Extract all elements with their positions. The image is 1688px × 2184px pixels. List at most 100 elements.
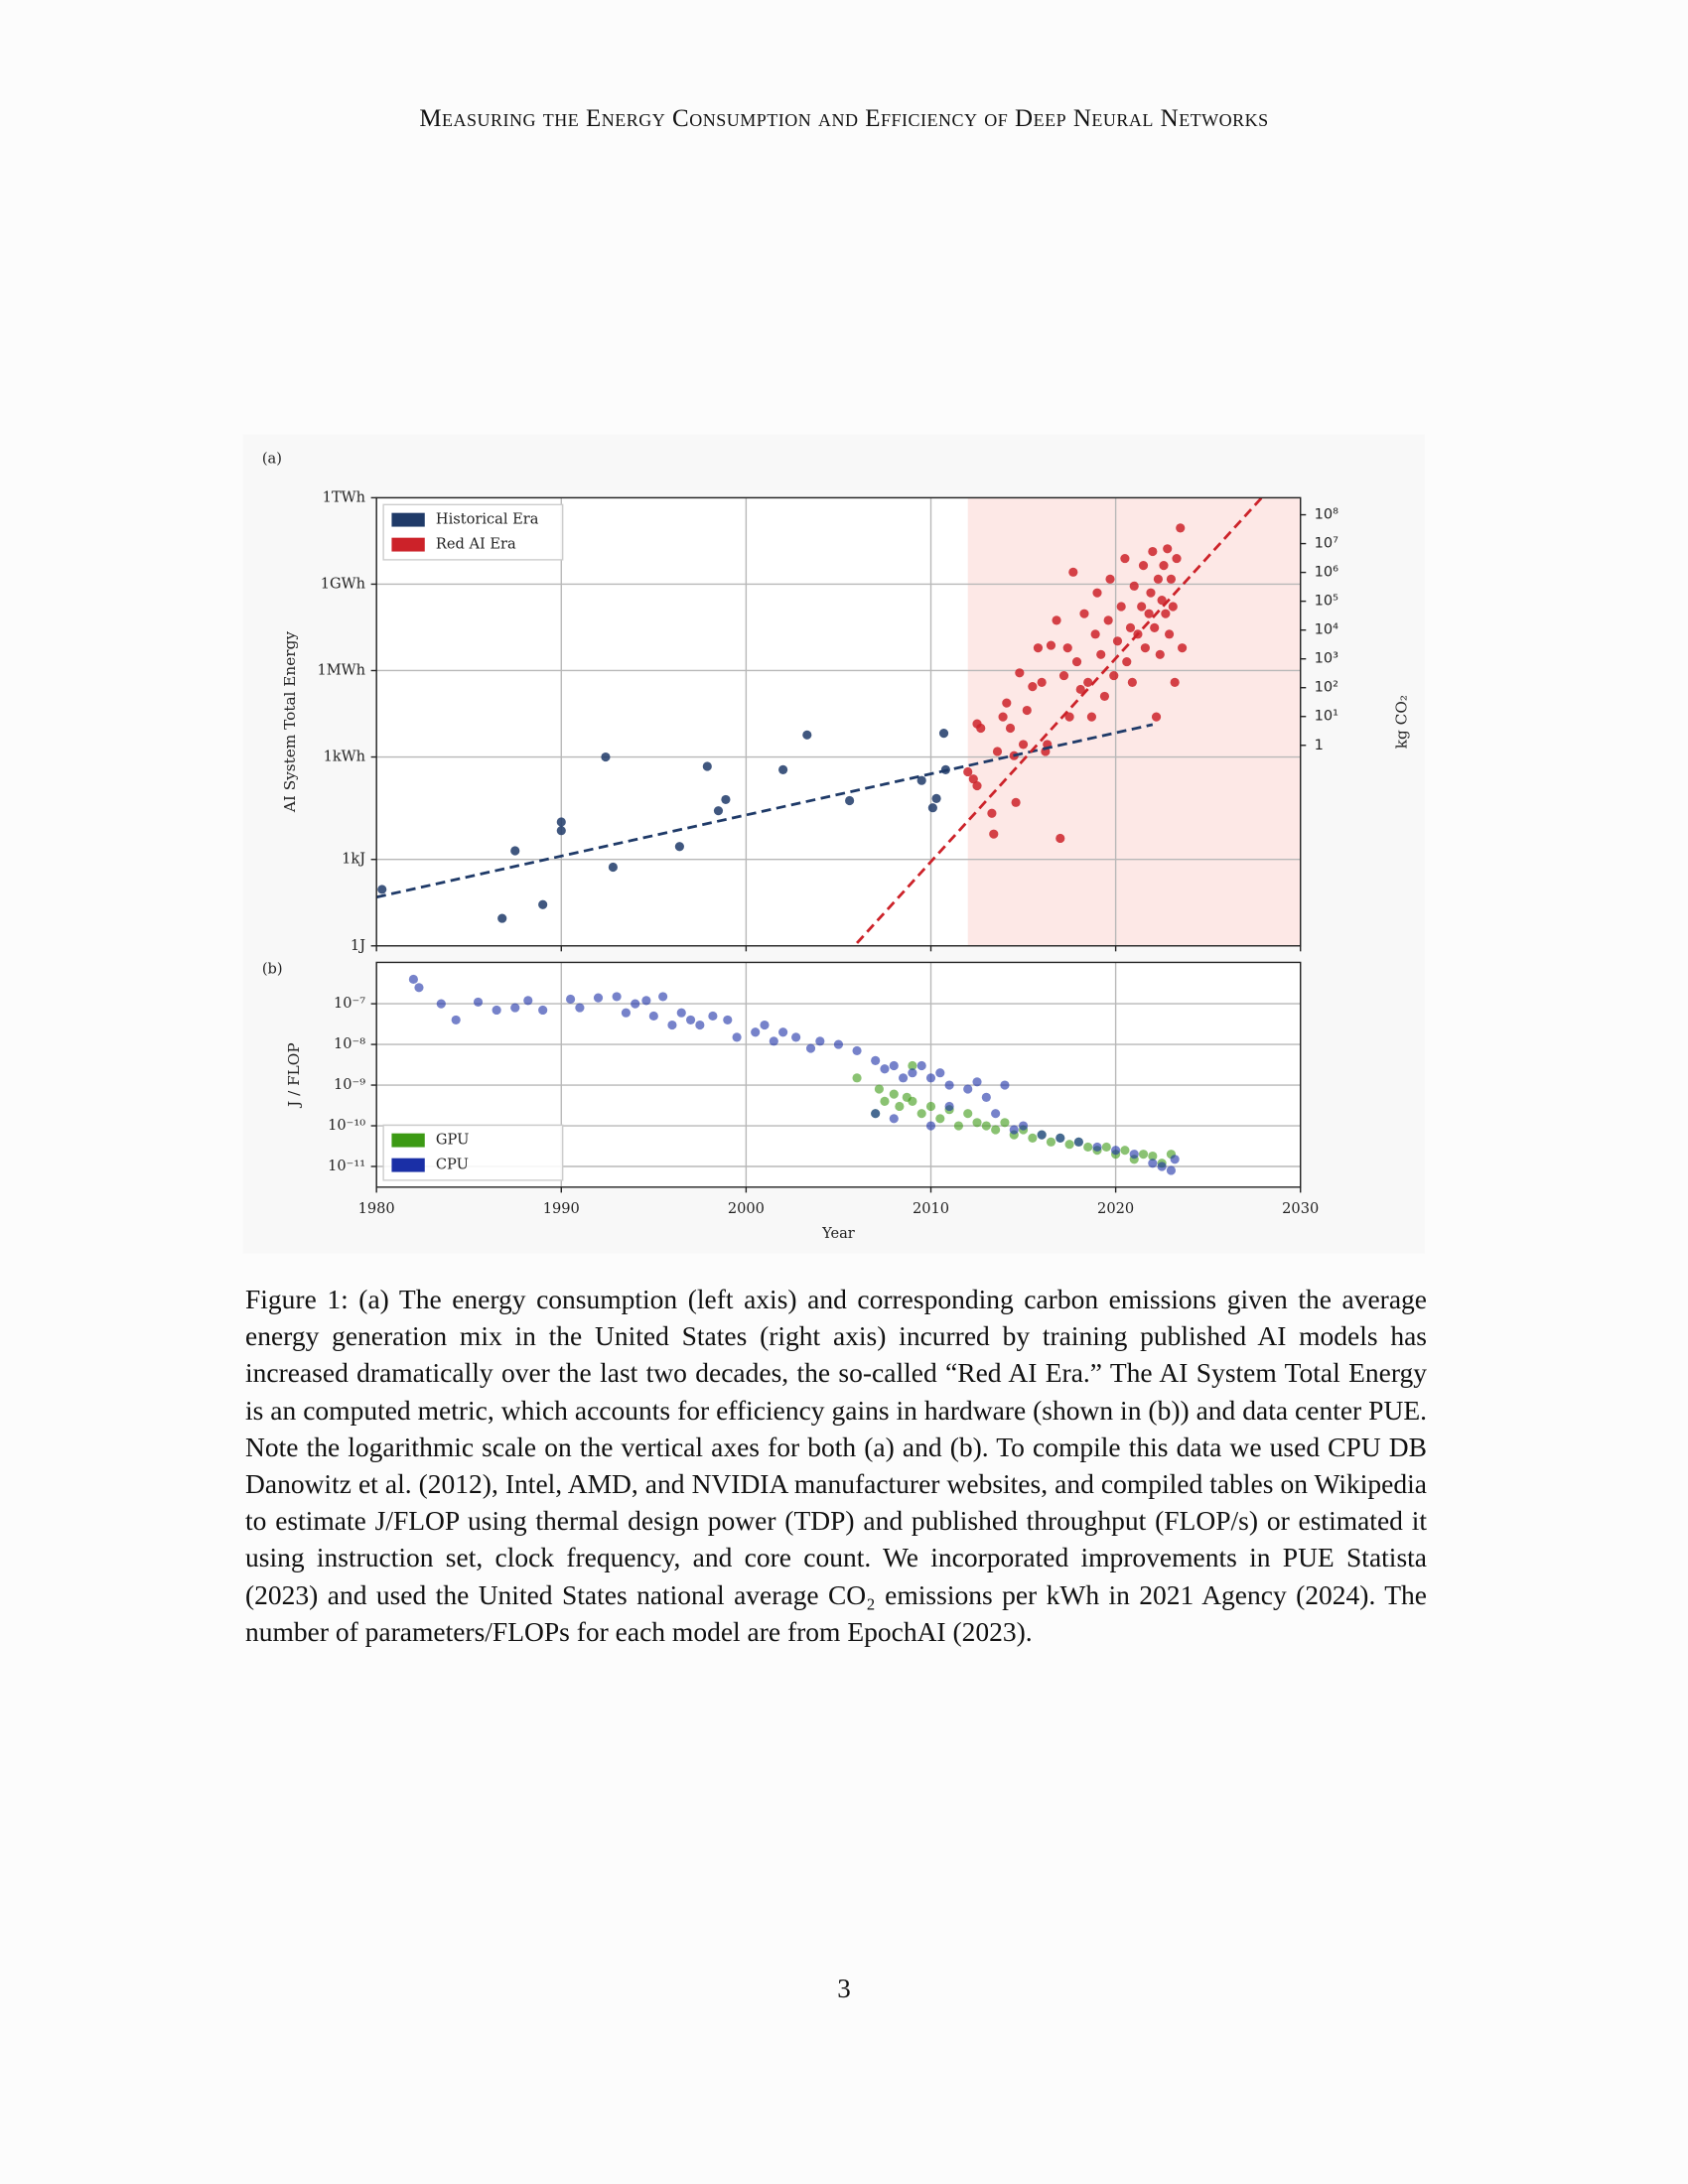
data-point [1153,574,1163,584]
data-point [1151,712,1162,722]
data-point [510,846,520,856]
trend-line [375,723,1154,899]
data-point [1015,668,1025,678]
trend-line [856,496,1263,944]
data-point [769,1036,778,1046]
data-point [889,1114,899,1124]
data-point [1120,554,1130,564]
data-point [492,1005,501,1016]
y-tick-label: 10⁻¹⁰ [328,1117,365,1134]
data-point [631,999,640,1009]
y-tick-label: 10⁻⁸ [334,1035,365,1052]
data-point [1148,1151,1158,1161]
data-point [1018,1121,1029,1131]
data-point [377,885,387,894]
data-point [935,1114,945,1124]
data-point [658,992,668,1002]
data-point [451,1015,461,1024]
data-point [1071,656,1082,667]
data-point [778,764,788,774]
data-point [981,1092,991,1102]
data-point [1058,671,1069,681]
data-point [874,1084,884,1094]
y-tick-label: 10⁻⁷ [334,995,365,1012]
data-point [972,780,982,791]
data-point [1176,523,1186,533]
data-point [510,1003,520,1013]
data-point [938,729,949,739]
data-point [497,913,507,923]
data-point [695,1020,705,1030]
data-point [674,842,684,852]
data-point [976,723,986,734]
data-point [991,1109,1001,1119]
y-tick-label: 1MWh [317,661,365,678]
data-point [925,1073,936,1083]
data-point [927,803,937,813]
legend-label: CPU [436,1157,469,1173]
data-point [1112,636,1123,646]
panel-label: (a) [262,450,282,467]
legend-swatch [391,537,425,552]
data-point [1046,640,1056,650]
data-point [925,1121,936,1131]
data-point [1033,643,1044,653]
y-axis-label: J / FLOP [285,1042,303,1108]
data-point [723,1015,733,1024]
data-point [1002,698,1012,708]
panel-label: (b) [262,960,283,977]
data-point [1092,588,1102,598]
legend-label: GPU [436,1132,469,1149]
data-point [1168,602,1178,612]
data-point [1037,677,1047,687]
data-point [805,1043,816,1053]
y-tick-label: 1GWh [321,575,365,592]
data-point [944,1080,954,1090]
data-point [1103,615,1113,625]
data-point [880,1096,890,1106]
data-point [1166,574,1177,584]
data-point [713,806,724,816]
data-point [1165,629,1175,639]
data-point [852,1073,862,1083]
y-tick-label: 1kWh [324,749,365,765]
data-point [612,992,622,1002]
data-point [991,1125,1001,1135]
y2-tick-label: 1 [1315,737,1324,753]
data-point [1170,677,1180,687]
y2-axis-label: kg CO₂ [1393,695,1411,749]
y2-tick-label: 10⁵ [1315,593,1339,610]
data-point [523,996,533,1006]
data-point [1129,1150,1139,1160]
data-point [845,795,855,806]
data-point [538,899,548,909]
data-point [473,997,484,1008]
legend-label: Red AI Era [436,536,516,553]
data-point [972,1118,982,1128]
data-point [1018,740,1029,750]
data-point [1009,1125,1019,1135]
data-point [895,1101,905,1112]
data-point [721,794,731,804]
data-point [833,1039,844,1049]
data-point [1046,1137,1056,1147]
data-point [1144,609,1154,618]
data-point [871,1109,881,1119]
data-point [1137,602,1147,612]
data-point [1011,797,1021,807]
data-point [685,1015,696,1024]
data-point [702,761,712,771]
y-axis-label: AI System Total Energy [281,631,299,814]
legend-label: Historical Era [436,511,539,528]
data-point [908,1068,917,1078]
y2-tick-label: 10³ [1315,650,1339,667]
data-point [963,766,973,777]
data-point [708,1011,718,1022]
data-point [1075,684,1085,695]
data-point [916,775,926,785]
x-tick-label: 1990 [543,1200,580,1217]
data-point [1064,1140,1074,1150]
data-point [1101,1142,1111,1153]
data-point [1138,561,1149,571]
